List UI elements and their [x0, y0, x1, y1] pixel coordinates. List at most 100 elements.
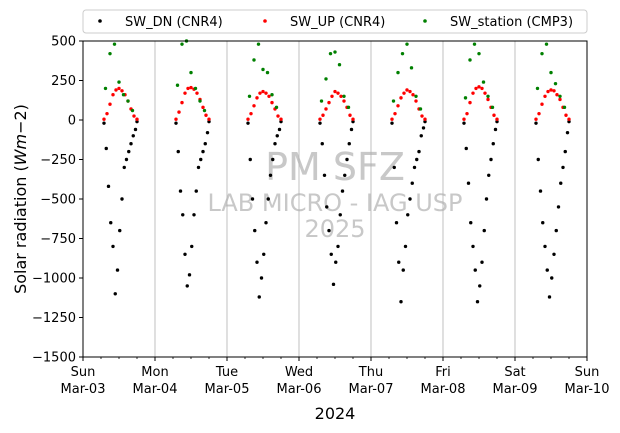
x-tick-day: Sat	[504, 365, 525, 380]
grid	[154, 41, 516, 357]
data-point	[546, 89, 550, 94]
data-point	[475, 300, 480, 304]
data-point	[177, 110, 181, 114]
legend: SW_DN (CNR4) SW_UP (CNR4) SW_station (CMP3…	[82, 9, 588, 34]
data-point	[554, 228, 558, 233]
data-point	[249, 111, 253, 116]
x-tick-day: Thu	[358, 365, 383, 380]
data-point	[412, 165, 417, 170]
data-point	[122, 165, 126, 170]
data-point	[112, 42, 117, 46]
data-point	[258, 91, 262, 95]
data-point	[489, 157, 493, 162]
data-point	[410, 181, 414, 185]
data-point	[333, 50, 337, 54]
x-tick-label: Mar-05	[205, 382, 250, 397]
data-point	[118, 228, 122, 233]
data-point	[274, 105, 279, 110]
y-tick-label: −500	[40, 193, 76, 208]
data-point	[180, 100, 184, 105]
x-tick-label: Mar-03	[61, 382, 106, 397]
data-point	[255, 96, 259, 100]
data-point	[544, 42, 549, 46]
data-point	[462, 121, 466, 125]
data-point	[415, 157, 419, 162]
data-point	[324, 107, 328, 111]
data-point	[276, 114, 280, 118]
data-point	[265, 70, 270, 75]
data-point	[482, 228, 486, 233]
data-point	[536, 157, 540, 162]
data-point	[194, 189, 198, 193]
x-tick-label: Mar-10	[565, 382, 610, 397]
data-point	[174, 121, 178, 125]
data-point	[401, 268, 405, 272]
data-point	[105, 111, 109, 116]
data-point	[132, 114, 136, 118]
data-point	[271, 157, 275, 162]
data-point	[552, 89, 556, 93]
data-point	[178, 189, 183, 193]
data-point	[540, 102, 544, 106]
data-point	[400, 51, 405, 56]
data-point	[279, 117, 283, 121]
data-point	[469, 221, 473, 225]
data-point	[564, 113, 568, 117]
data-point	[111, 244, 115, 249]
data-point	[329, 252, 333, 256]
data-point	[129, 142, 133, 146]
data-point	[275, 134, 279, 138]
data-point	[185, 284, 189, 288]
data-point	[109, 221, 113, 225]
data-point	[199, 157, 203, 162]
data-point	[471, 91, 475, 95]
y-tick-label: −1000	[32, 272, 76, 287]
x-tick-day: Wed	[285, 365, 313, 380]
data-point	[202, 108, 207, 113]
data-point	[273, 142, 277, 146]
data-point	[414, 99, 418, 103]
data-point	[423, 119, 427, 124]
y-axis: 500 250 0 −250 −500 −750 −1000 −1250 −1500	[32, 35, 83, 366]
data-point	[347, 142, 351, 146]
data-point	[121, 93, 126, 97]
data-point	[117, 86, 121, 91]
y-axis-label-prefix: Solar radiation (	[11, 165, 30, 294]
data-point	[549, 88, 553, 92]
data-point	[333, 89, 337, 94]
data-point	[250, 197, 255, 201]
x-axis-label: 2024	[315, 404, 356, 423]
data-point	[115, 268, 120, 272]
data-point	[330, 94, 334, 99]
data-point	[538, 189, 543, 193]
data-point	[472, 42, 477, 46]
data-point	[477, 85, 481, 89]
legend-marker	[423, 19, 427, 23]
data-point	[120, 89, 124, 93]
watermark-line-2: LAB MICRO - IAG USP	[207, 189, 462, 217]
data-point	[550, 276, 554, 280]
data-point	[264, 221, 268, 225]
data-point	[338, 213, 342, 217]
data-point	[537, 111, 541, 116]
y-tick-label: −250	[40, 153, 76, 168]
data-point	[336, 91, 340, 95]
x-tick-label: Mar-07	[349, 382, 394, 397]
y-tick-label: 500	[51, 35, 76, 50]
data-point	[346, 105, 351, 110]
data-point	[419, 134, 423, 138]
data-point	[325, 205, 329, 209]
data-point	[253, 228, 257, 233]
data-point	[248, 157, 252, 162]
data-point	[408, 89, 412, 94]
x-tick-day: Fri	[435, 365, 451, 380]
data-point	[133, 127, 138, 132]
data-point	[131, 134, 135, 138]
data-point	[462, 117, 466, 121]
data-point	[466, 181, 471, 185]
data-point	[534, 117, 538, 121]
data-point	[486, 94, 490, 99]
legend-box	[82, 9, 588, 34]
y-axis-label-suffix: −2)	[11, 104, 30, 134]
